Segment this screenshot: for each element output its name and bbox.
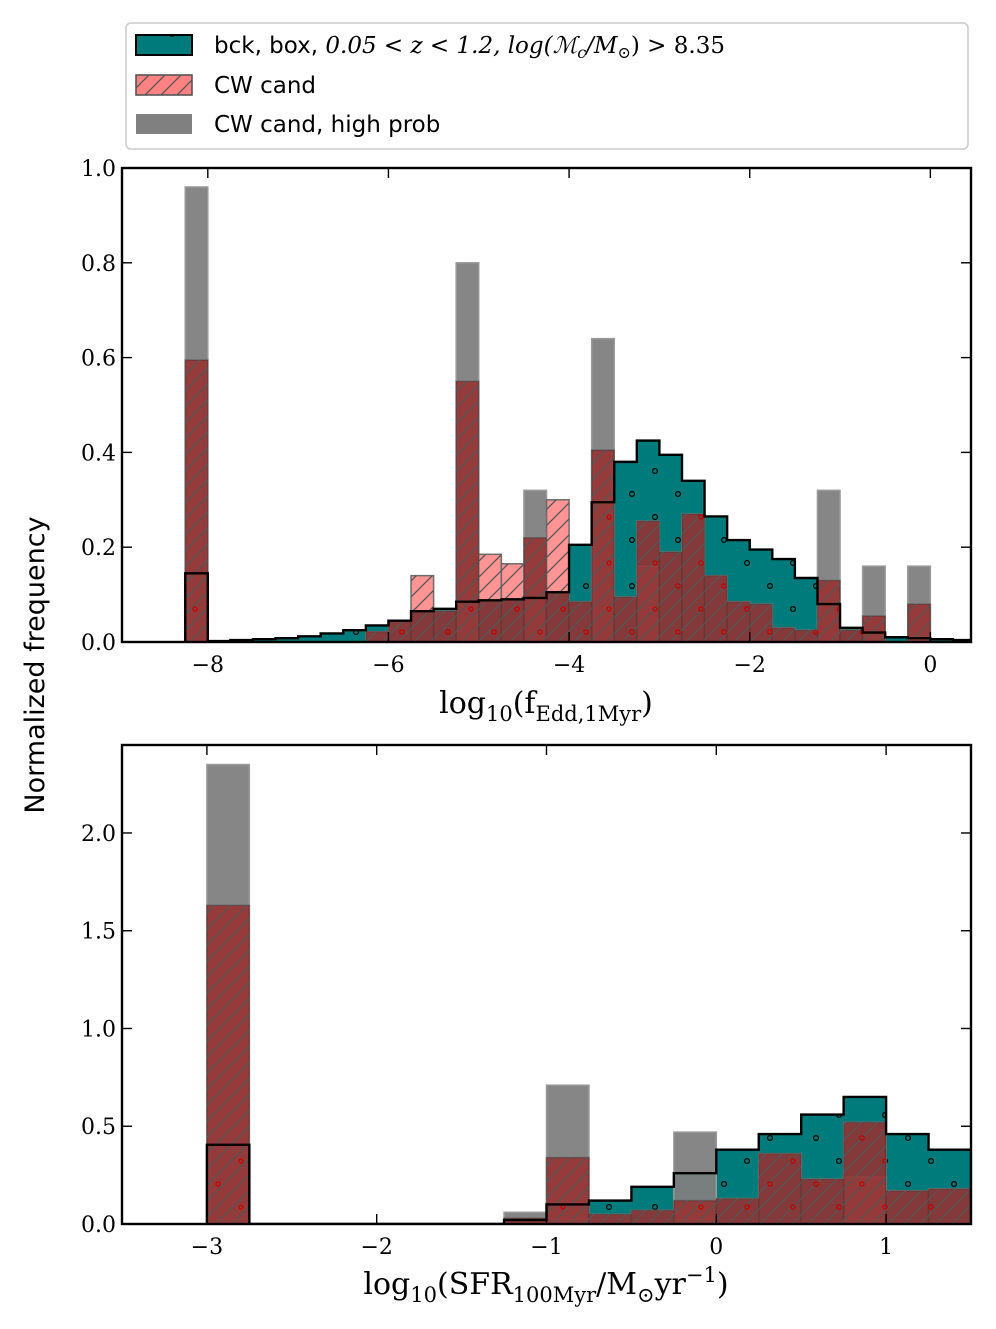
y-tick-label: 1.5: [81, 920, 116, 945]
plot-area-sfr: [205, 763, 971, 1224]
x-tick-label: 0: [709, 1235, 723, 1260]
cw-cand-hatch: [185, 359, 208, 642]
y-tick-label: 0.6: [81, 347, 116, 372]
plot-area-fedd: [184, 186, 971, 642]
x-tick-label: −3: [191, 1235, 223, 1260]
panel-fedd: −8 −6 −4 −2 0 0.0 0.2 0.4 0.6 0.8 1.0 log10(fEdd,1…: [81, 157, 973, 726]
x-tick-label: −1: [530, 1235, 562, 1260]
legend-entry-high: CW cand, high prob: [136, 112, 440, 138]
x-axis-label-sfr: log10(SFR100Myr/M⊙yr−1): [363, 1263, 728, 1307]
y-tick-label: 2.0: [81, 822, 116, 847]
x-tick-label: −2: [733, 653, 765, 678]
axes-frame-fedd: [120, 166, 973, 644]
x-tick-label: −6: [372, 653, 404, 678]
y-tick-label: 0.5: [81, 1115, 116, 1140]
y-tick-label: 1.0: [81, 1017, 116, 1042]
y-tick-label: 0.4: [81, 441, 116, 466]
legend-swatch-bck-dots: [136, 35, 192, 55]
bck-dots: [185, 440, 971, 642]
overlap-dots: [206, 1122, 971, 1224]
y-tick-label: 0.2: [81, 536, 116, 561]
legend-entry-cw: CW cand: [135, 73, 316, 99]
y-tick-label: 0.0: [81, 631, 116, 656]
legend-label-bck: bck, box, 0.05 < z < 1.2, log(ℳc/M⊙) > 8…: [214, 33, 725, 62]
legend-label-cw: CW cand: [214, 73, 316, 99]
x-tick-label: −4: [553, 653, 585, 678]
legend-swatch-cw-hatch: [136, 75, 192, 95]
axes-frame-sfr: [120, 743, 973, 1226]
x-tick-label: 1: [879, 1235, 893, 1260]
overlap-dots: [185, 502, 971, 642]
ticks-fedd: −8 −6 −4 −2 0 0.0 0.2 0.4 0.6 0.8 1.0: [81, 157, 971, 678]
bck-outline: [184, 439, 971, 642]
y-tick-label: 1.0: [81, 157, 116, 182]
legend-swatch-high: [136, 114, 192, 134]
y-tick-label: 0.0: [81, 1213, 116, 1238]
x-axis-label-fedd: log10(fEdd,1Myr): [439, 686, 653, 726]
x-tick-label: −8: [192, 653, 224, 678]
y-axis-label: Normalized frequency: [20, 516, 51, 813]
ticks-sfr: −3 −2 −1 0 1 0.0 0.5 1.0 1.5 2.0: [81, 745, 971, 1260]
cw-cand-hatch: [907, 604, 931, 642]
y-tick-label: 0.8: [81, 252, 116, 277]
cw-cand-hatch: [456, 381, 479, 642]
x-tick-label: −2: [360, 1235, 392, 1260]
panel-sfr: −3 −2 −1 0 1 0.0 0.5 1.0 1.5 2.0 log10(SFR100Myr/…: [81, 743, 973, 1307]
bck-outline: [205, 1095, 971, 1224]
legend-entry-bck: bck, box, 0.05 < z < 1.2, log(ℳc/M⊙) > 8…: [135, 33, 725, 62]
x-tick-label: 0: [923, 653, 937, 678]
legend: bck, box, 0.05 < z < 1.2, log(ℳc/M⊙) > 8…: [125, 22, 969, 150]
legend-label-high: CW cand, high prob: [214, 112, 440, 138]
legend-frame: [125, 22, 969, 150]
